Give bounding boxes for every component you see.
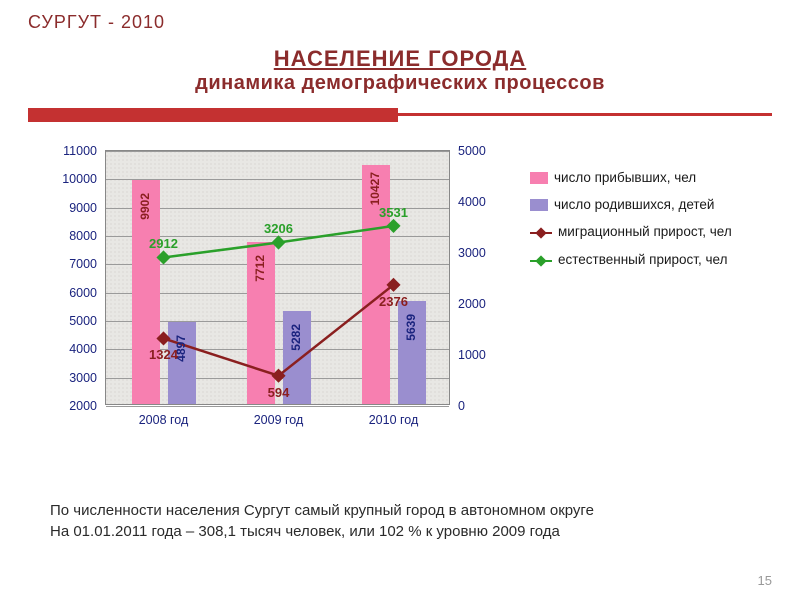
bar-value-label: 10427 (368, 172, 382, 205)
marker-migration (156, 331, 170, 345)
marker-natural (386, 219, 400, 233)
y-axis-right-tick: 5000 (458, 144, 486, 158)
legend: число прибывших, чел число родившихся, д… (530, 170, 732, 280)
y-axis-right-tick: 1000 (458, 348, 486, 362)
y-axis-left-tick: 5000 (69, 314, 97, 328)
title-main: НАСЕЛЕНИЕ ГОРОДА (0, 46, 800, 72)
diamond-line-icon (530, 254, 552, 268)
y-axis-right-tick: 0 (458, 399, 465, 413)
marker-natural (156, 250, 170, 264)
marker-natural (271, 235, 285, 249)
gridline (106, 406, 449, 407)
line-value-label: 1324 (149, 347, 178, 362)
legend-label: число родившихся, детей (554, 197, 714, 212)
bar-value-label: 7712 (253, 255, 267, 282)
line-value-label: 594 (268, 385, 290, 400)
lines-layer (106, 151, 451, 406)
legend-item-arrived: число прибывших, чел (530, 170, 732, 185)
diamond-line-icon (530, 226, 552, 240)
legend-label: миграционный прирост, чел (558, 224, 732, 239)
bar-value-label: 9902 (138, 193, 152, 220)
footer-line: По численности населения Сургут самый кр… (50, 500, 750, 521)
y-axis-right-tick: 3000 (458, 246, 486, 260)
x-axis-tick: 2008 год (119, 413, 209, 427)
chart: 9902489777125282104275639291232063531132… (50, 140, 750, 460)
y-axis-left-tick: 8000 (69, 229, 97, 243)
footer-line: На 01.01.2011 года – 308,1 тысяч человек… (50, 521, 750, 542)
line-value-label: 2376 (379, 294, 408, 309)
square-icon (530, 199, 548, 211)
plot-area: 9902489777125282104275639291232063531132… (105, 150, 450, 405)
bar-value-label: 5282 (289, 324, 303, 351)
square-icon (530, 172, 548, 184)
y-axis-left-tick: 2000 (69, 399, 97, 413)
slide-header: СУРГУТ - 2010 (28, 12, 165, 33)
footer-text: По численности населения Сургут самый кр… (50, 500, 750, 542)
y-axis-left-tick: 10000 (62, 172, 97, 186)
y-axis-left-tick: 7000 (69, 257, 97, 271)
y-axis-left-tick: 11000 (63, 144, 97, 158)
accent-bar-thin (398, 113, 772, 116)
bar-value-label: 5639 (404, 314, 418, 341)
page-number: 15 (758, 573, 772, 588)
legend-label: естественный прирост, чел (558, 252, 727, 267)
line-migration (164, 285, 394, 376)
x-axis-tick: 2009 год (234, 413, 324, 427)
legend-item-natural: естественный прирост, чел (530, 252, 732, 268)
x-axis-tick: 2010 год (349, 413, 439, 427)
line-value-label: 2912 (149, 236, 178, 251)
legend-item-born: число родившихся, детей (530, 197, 732, 212)
y-axis-left-tick: 6000 (69, 286, 97, 300)
y-axis-right-tick: 4000 (458, 195, 486, 209)
title-block: НАСЕЛЕНИЕ ГОРОДА динамика демографически… (0, 46, 800, 95)
y-axis-left-tick: 9000 (69, 201, 97, 215)
line-value-label: 3531 (379, 205, 408, 220)
title-sub: динамика демографических процессов (0, 72, 800, 95)
y-axis-left-tick: 3000 (69, 371, 97, 385)
y-axis-right-tick: 2000 (458, 297, 486, 311)
legend-item-migration: миграционный прирост, чел (530, 224, 732, 240)
line-value-label: 3206 (264, 221, 293, 236)
legend-label: число прибывших, чел (554, 170, 696, 185)
accent-bar-thick (28, 108, 398, 122)
y-axis-left-tick: 4000 (69, 342, 97, 356)
